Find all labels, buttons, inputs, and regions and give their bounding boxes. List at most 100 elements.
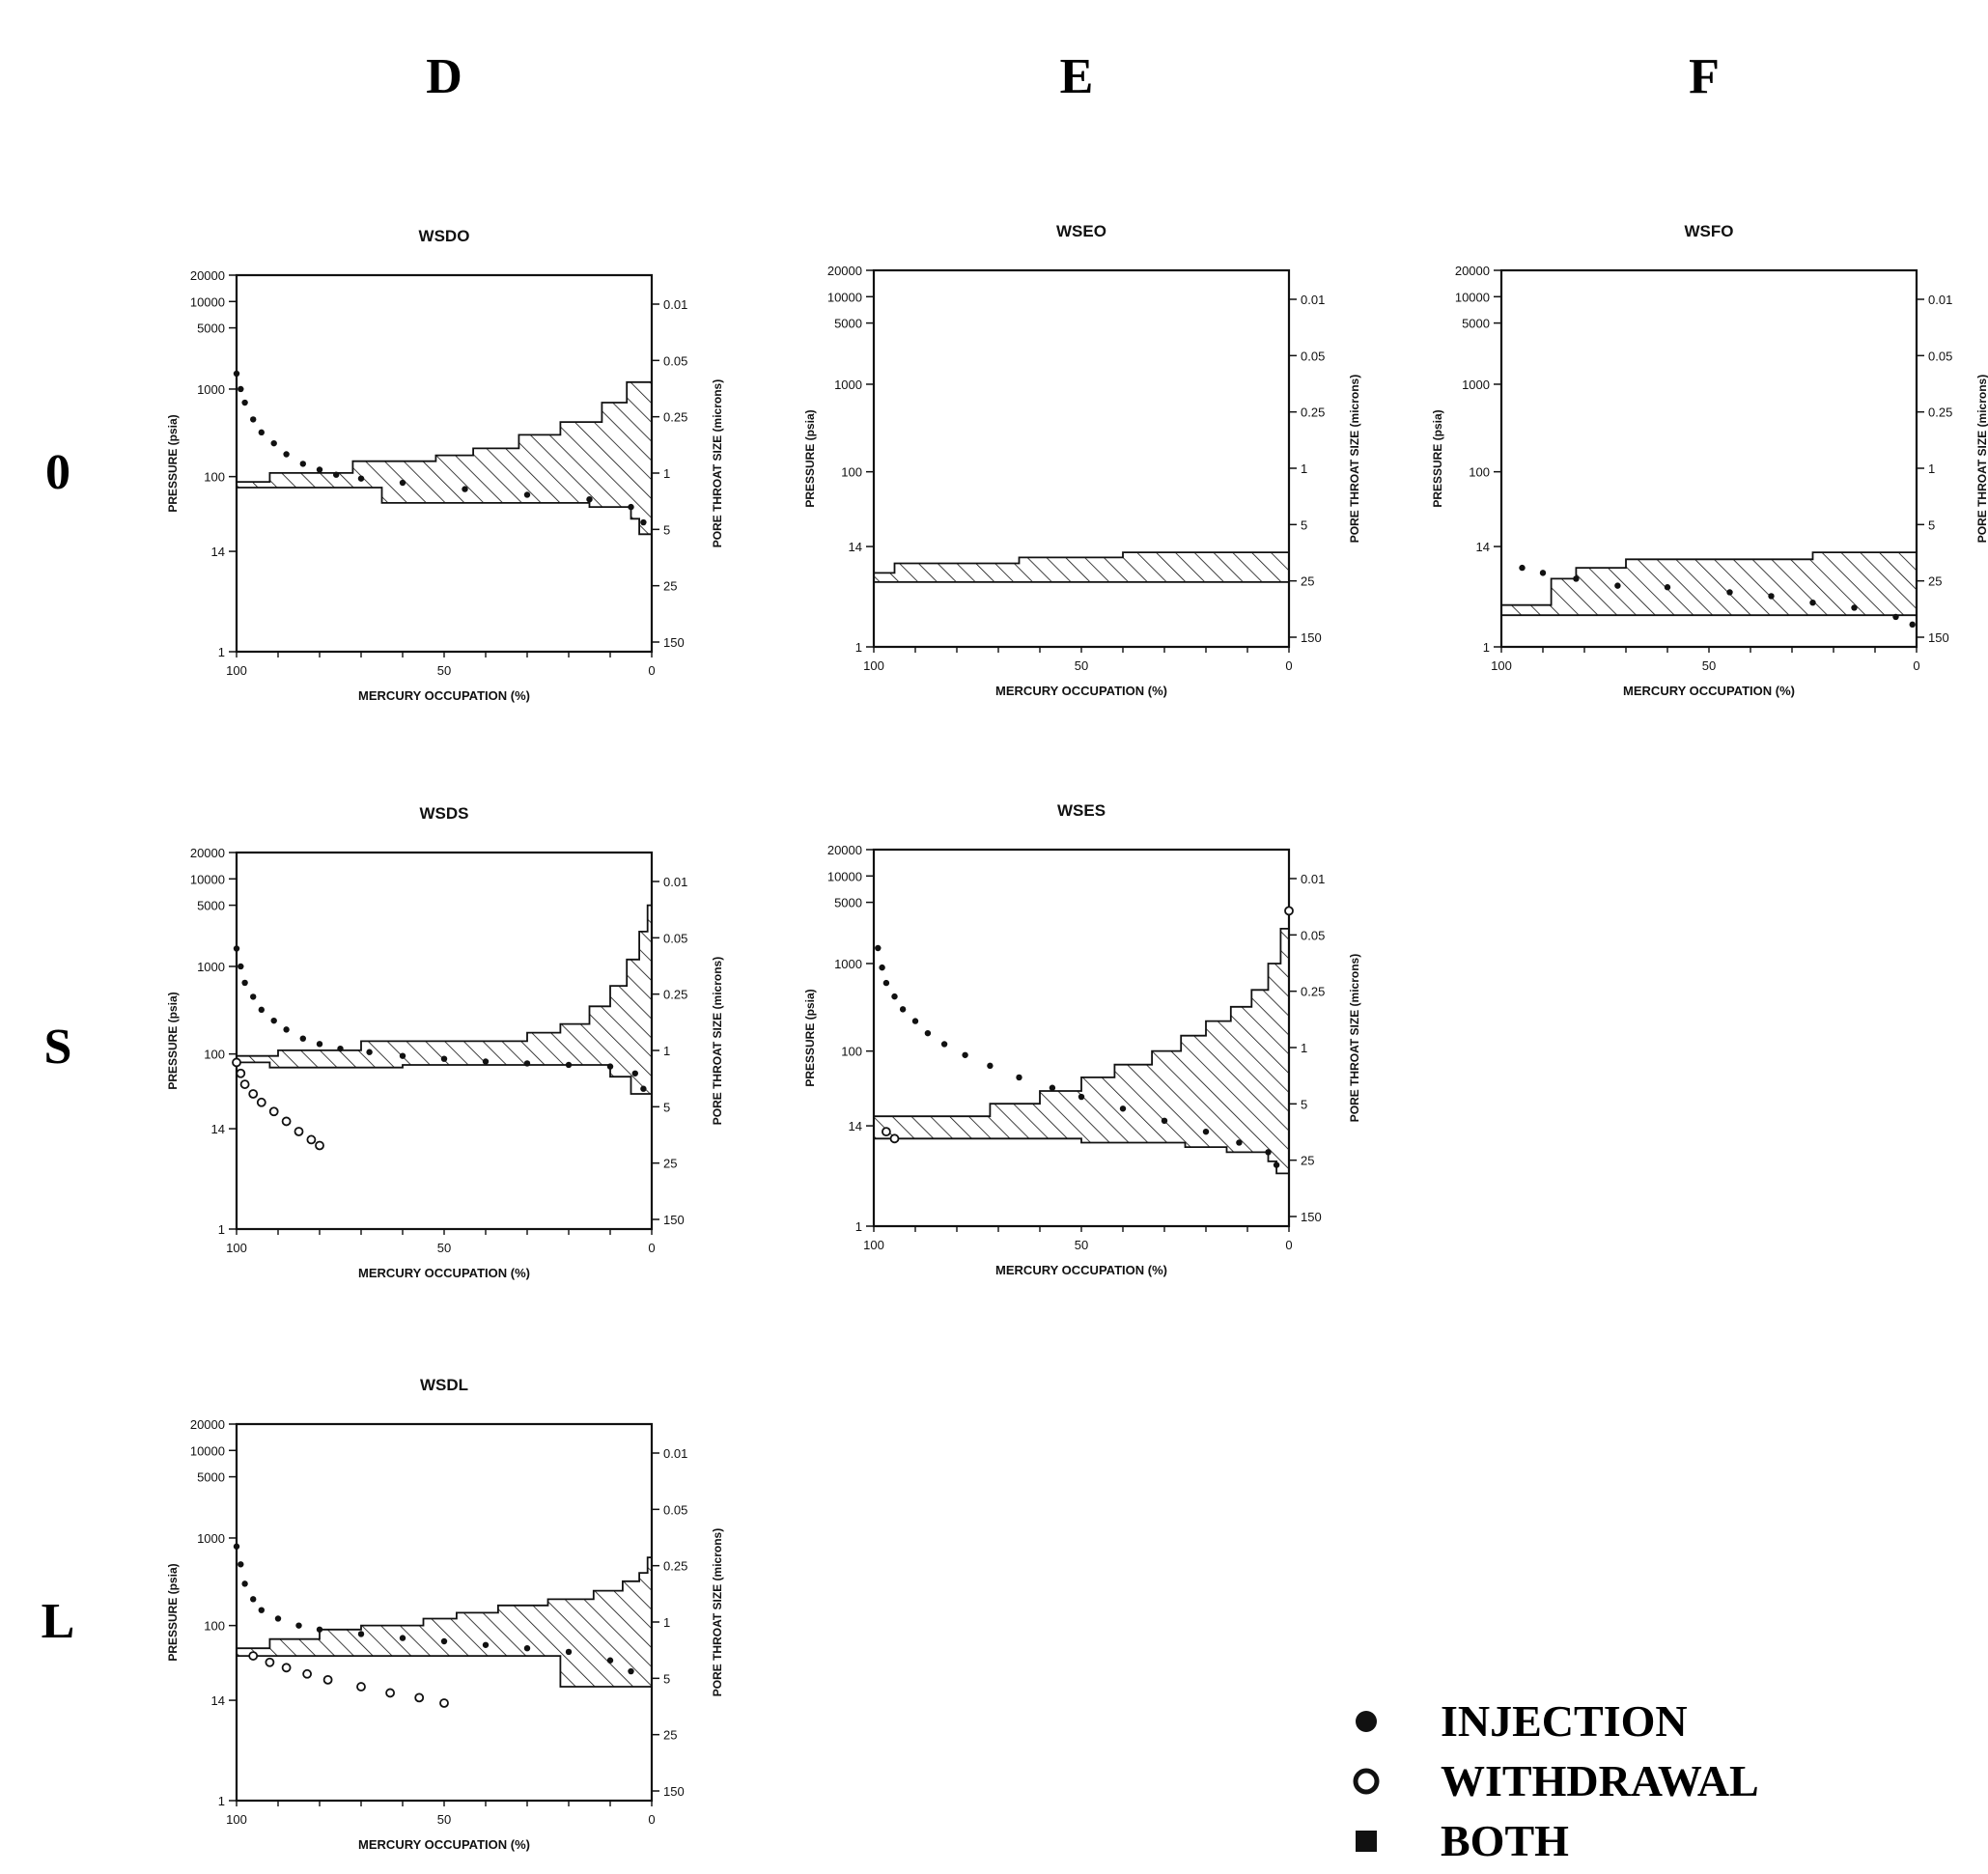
injection-point — [565, 1061, 573, 1069]
injection-point — [1909, 621, 1916, 629]
x-tick-label: 100 — [863, 1238, 884, 1252]
y2-tick-label: 25 — [1301, 574, 1314, 589]
injection-point — [440, 1055, 448, 1062]
chart-svg: WSEO2000010000500010001001410.010.050.25… — [803, 222, 1361, 698]
injection-point — [586, 495, 593, 503]
open-circle-icon — [1353, 1768, 1380, 1795]
injection-point — [241, 1580, 248, 1587]
injection-point — [1614, 582, 1621, 589]
y2-tick-label: 0.05 — [663, 353, 687, 368]
injection-point — [640, 1085, 647, 1092]
y-tick-label: 10000 — [190, 872, 225, 886]
y2-tick-label: 5 — [663, 1671, 670, 1686]
chart-svg: WSDS2000010000500010001001410.010.050.25… — [166, 804, 724, 1280]
y2-tick-label: 0.05 — [663, 931, 687, 945]
injection-point — [295, 1622, 302, 1629]
y-tick-label: 10000 — [1455, 290, 1490, 304]
y2-tick-label: 5 — [663, 1100, 670, 1114]
injection-point — [523, 1644, 531, 1652]
y2-tick-label: 0.01 — [1928, 293, 1952, 307]
injection-point — [258, 1006, 265, 1014]
injection-point — [1573, 575, 1580, 582]
injection-point — [565, 1648, 573, 1656]
x-tick-label: 50 — [1702, 658, 1716, 673]
injection-point — [250, 1596, 257, 1603]
injection-point — [1273, 1161, 1280, 1168]
injection-point — [357, 475, 365, 482]
withdrawal-point — [882, 1127, 891, 1137]
injection-point — [1236, 1139, 1243, 1146]
y-axis-label: PRESSURE (psia) — [166, 414, 180, 512]
injection-point — [631, 1070, 638, 1077]
chart-panel-wsdl: WSDL 20000 10000 5000 1000 100 14 1 0.01 0.05 0.25… — [135, 1361, 772, 1863]
y-tick-label: 14 — [211, 545, 225, 559]
y-tick-label: 1 — [218, 1794, 225, 1808]
injection-point — [462, 486, 468, 492]
y-tick-label: 5000 — [197, 322, 225, 336]
injection-point — [440, 1637, 448, 1645]
y-tick-label: 20000 — [827, 843, 862, 857]
withdrawal-point — [439, 1698, 449, 1708]
y2-axis-label: PORE THROAT SIZE (microns) — [711, 1528, 724, 1696]
chart-panel-wseo: WSEO 20000 10000 5000 1000 100 14 1 0.01 0.05 0.25… — [772, 208, 1410, 710]
withdrawal-point — [302, 1668, 313, 1679]
x-tick-label: 0 — [1285, 1238, 1292, 1252]
injection-point — [640, 518, 647, 526]
injection-point — [606, 1657, 614, 1664]
row-heading-l: L — [41, 1594, 75, 1649]
injection-point — [283, 451, 290, 458]
y2-axis-label: PORE THROAT SIZE (microns) — [711, 379, 724, 547]
injection-point — [1202, 1128, 1210, 1135]
x-axis-label: MERCURY OCCUPATION (%) — [995, 1263, 1167, 1277]
y2-tick-label: 1 — [663, 1615, 670, 1630]
pore-throat-distribution-area — [236, 380, 653, 536]
legend-item-injection: INJECTION — [1332, 1694, 1873, 1754]
injection-point — [316, 1626, 323, 1633]
injection-point — [1851, 604, 1858, 611]
withdrawal-point — [385, 1688, 396, 1698]
y-tick-label: 20000 — [190, 846, 225, 860]
injection-point — [366, 1049, 373, 1055]
y2-tick-label: 150 — [1301, 1210, 1322, 1224]
y2-tick-label: 0.01 — [663, 1446, 687, 1461]
legend-label: INJECTION — [1441, 1696, 1688, 1746]
injection-point — [940, 1041, 948, 1048]
y2-axis-label: PORE THROAT SIZE (microns) — [1348, 375, 1361, 543]
y2-axis-label: PORE THROAT SIZE (microns) — [711, 957, 724, 1125]
injection-point — [399, 479, 406, 487]
chart-svg: WSES2000010000500010001001410.010.050.25… — [803, 801, 1361, 1277]
y-tick-label: 1 — [855, 1219, 862, 1234]
chart-panel-wsfo: WSFO 20000 10000 5000 1000 100 14 1 0.01 0.05 0.25… — [1400, 208, 1988, 710]
chart-panel-wsds: WSDS 20000 10000 5000 1000 100 14 1 0.01 0.05 0.25… — [135, 790, 772, 1292]
y2-tick-label: 0.25 — [663, 988, 687, 1002]
injection-point — [258, 1607, 265, 1613]
injection-point — [891, 993, 898, 1000]
injection-point — [241, 979, 248, 987]
injection-point — [899, 1006, 907, 1013]
withdrawal-point — [232, 1057, 241, 1068]
y-tick-label: 14 — [849, 540, 862, 554]
y2-tick-label: 25 — [663, 1157, 677, 1171]
y-tick-label: 1 — [218, 1222, 225, 1237]
y-tick-label: 1 — [855, 640, 862, 655]
legend-item-withdrawal: WITHDRAWAL — [1332, 1754, 1873, 1814]
y2-tick-label: 150 — [663, 635, 685, 650]
injection-point — [1265, 1149, 1272, 1156]
x-tick-label: 100 — [226, 1241, 247, 1255]
pore-throat-distribution-area — [873, 551, 1290, 583]
filled-circle-icon — [1356, 1711, 1377, 1732]
y-tick-label: 14 — [1476, 540, 1490, 554]
legend-label: BOTH — [1441, 1816, 1569, 1865]
chart-title: WSDO — [419, 227, 470, 245]
withdrawal-point — [236, 1068, 246, 1078]
y2-tick-label: 25 — [1301, 1154, 1314, 1168]
y2-tick-label: 25 — [663, 579, 677, 594]
x-tick-label: 50 — [437, 1241, 451, 1255]
y2-tick-label: 150 — [1928, 630, 1949, 645]
injection-point — [238, 963, 244, 970]
legend: INJECTION WITHDRAWAL BOTH — [1332, 1694, 1873, 1874]
injection-point — [1049, 1084, 1056, 1091]
withdrawal-point — [322, 1674, 333, 1685]
injection-point — [333, 471, 340, 478]
x-tick-label: 100 — [1491, 658, 1512, 673]
